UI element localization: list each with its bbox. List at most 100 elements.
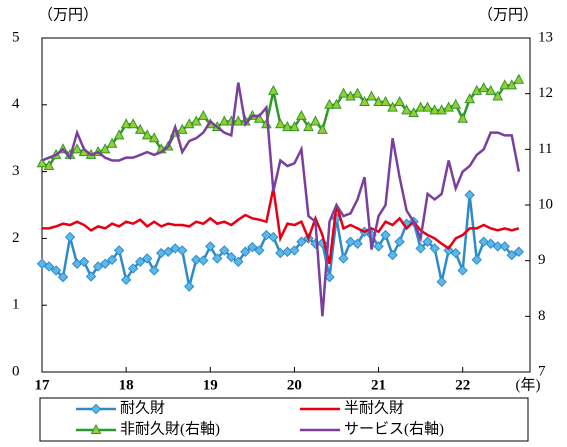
marker (499, 241, 510, 252)
marker (99, 143, 111, 154)
marker (134, 256, 146, 267)
marker (345, 90, 356, 101)
marker (148, 265, 160, 276)
marker (120, 118, 132, 129)
marker (310, 115, 321, 126)
marker (415, 243, 426, 254)
marker (506, 79, 518, 90)
x-tick-label: 21 (371, 377, 386, 393)
marker (190, 115, 202, 126)
y2-axis-label: （万円） (478, 6, 538, 23)
marker (373, 95, 384, 107)
series-line (41, 82, 521, 317)
marker (71, 143, 83, 154)
legend-marker (90, 403, 102, 415)
marker (233, 256, 244, 267)
marker (289, 245, 300, 256)
marker (338, 253, 349, 264)
marker (457, 265, 468, 276)
series-line (42, 188, 520, 265)
y2-tick-label: 8 (538, 308, 546, 324)
y-tick-label: 2 (12, 230, 20, 246)
marker (492, 241, 503, 252)
marker (429, 243, 440, 254)
marker (429, 104, 441, 115)
marker (148, 132, 160, 143)
marker (141, 253, 153, 264)
marker (253, 112, 265, 123)
marker (331, 98, 342, 109)
y-tick-label: 0 (12, 363, 20, 379)
marker (197, 109, 209, 120)
legend-label: 非耐久財(右軸) (120, 420, 220, 437)
marker (471, 254, 482, 265)
marker (247, 241, 258, 253)
marker (464, 189, 475, 201)
marker (212, 253, 223, 264)
marker (113, 129, 125, 140)
marker (176, 123, 188, 134)
marker (232, 115, 244, 126)
marker (127, 118, 139, 129)
marker (457, 112, 469, 123)
y-tick-label: 3 (12, 163, 20, 179)
marker (408, 107, 419, 118)
marker (268, 84, 279, 95)
marker (443, 101, 454, 112)
marker (450, 247, 461, 259)
marker (184, 281, 195, 292)
marker (64, 231, 76, 243)
marker (422, 236, 433, 247)
marker (352, 238, 363, 249)
marker (134, 123, 146, 134)
y-axis-label: （万円） (38, 6, 98, 23)
marker (317, 237, 328, 249)
marker (177, 245, 188, 256)
y-tick-label: 1 (12, 297, 20, 313)
y2-tick-label: 12 (538, 85, 553, 101)
marker (282, 120, 293, 132)
marker (50, 265, 62, 276)
legend-label: 耐久財 (120, 399, 165, 416)
marker (85, 271, 97, 282)
y2-tick-label: 13 (538, 29, 553, 45)
marker (338, 87, 349, 98)
marker (478, 82, 490, 93)
y2-tick-label: 11 (538, 141, 552, 157)
marker (471, 84, 483, 95)
marker (485, 84, 497, 95)
marker (183, 118, 195, 129)
marker (387, 101, 398, 112)
marker (141, 129, 153, 140)
marker (394, 236, 405, 247)
marker (366, 90, 377, 101)
marker (436, 276, 447, 288)
marker (422, 101, 433, 112)
marker (78, 256, 90, 267)
marker (492, 90, 504, 101)
marker (450, 98, 462, 109)
marker (57, 271, 69, 283)
marker (352, 87, 363, 98)
marker (218, 115, 230, 126)
marker (36, 157, 48, 168)
marker (106, 137, 118, 148)
marker (303, 120, 314, 132)
marker (106, 254, 118, 265)
y2-tick-label: 9 (538, 252, 546, 268)
legend-label: サービス(右軸) (344, 420, 444, 437)
marker (254, 245, 265, 256)
marker (275, 247, 286, 259)
marker (240, 246, 251, 257)
y-tick-label: 5 (12, 29, 20, 45)
y2-tick-label: 7 (538, 363, 546, 379)
y-tick-label: 4 (12, 96, 20, 112)
legend (39, 397, 529, 442)
marker (345, 236, 356, 247)
marker (359, 95, 370, 107)
marker (513, 73, 525, 84)
marker (296, 236, 307, 247)
marker (464, 93, 476, 104)
marker (317, 123, 328, 134)
